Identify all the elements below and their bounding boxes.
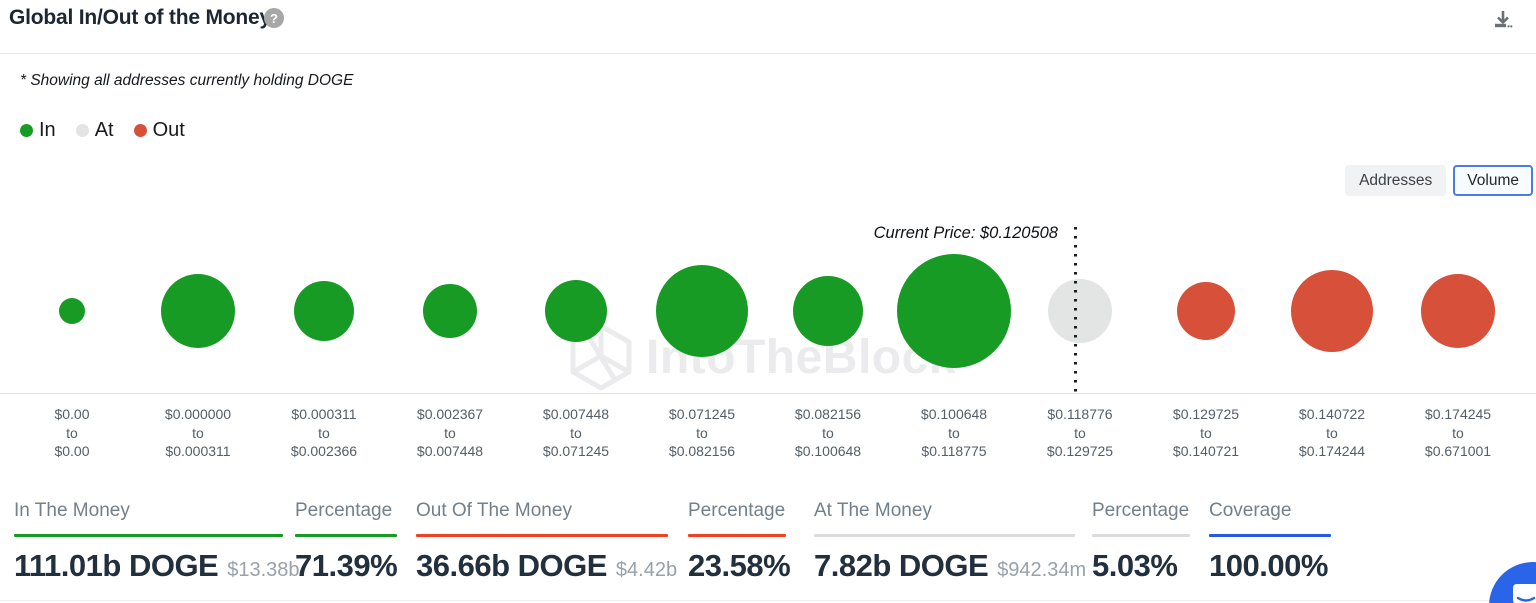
bubble-out-10[interactable] (1291, 270, 1373, 352)
bubble-in-3[interactable] (423, 284, 477, 338)
addresses-note: * Showing all addresses currently holdin… (20, 72, 354, 89)
stat-secondary-value: $942.34m (997, 559, 1087, 581)
stat-value: 71.39% (295, 548, 398, 583)
stat-label: Percentage (688, 500, 786, 521)
stat-label: In The Money (14, 500, 130, 521)
stat-value: 5.03% (1092, 548, 1178, 583)
x-axis-label: $0.007448 to $0.071245 (542, 406, 610, 459)
stat-percentage: Percentage 23.58% (688, 500, 791, 584)
stat-underline (1092, 534, 1190, 537)
stat-underline (416, 534, 668, 537)
download-button[interactable] (1490, 7, 1516, 33)
current-price-line (1074, 227, 1077, 393)
bubble-in-5[interactable] (656, 265, 748, 357)
x-axis-label: $0.071245 to $0.082156 (668, 406, 736, 459)
legend-item-out[interactable]: Out (133, 119, 185, 142)
stat-value: 111.01b DOGE (14, 548, 219, 583)
summary-stats: In The Money 111.01b DOGE $13.38b Percentag… (0, 500, 1536, 603)
stat-at-the-money: At The Money 7.82b DOGE $942.34m (814, 500, 1086, 584)
stat-secondary-value: $4.42b (615, 559, 678, 581)
stat-value: 7.82b DOGE (814, 548, 989, 583)
legend-dot-icon (133, 124, 147, 137)
stat-value: 36.66b DOGE (416, 548, 607, 583)
x-axis-label: $0.000000 to $0.000311 (164, 406, 232, 459)
stat-label: At The Money (814, 500, 932, 521)
stat-secondary-value: $13.38b (227, 559, 300, 581)
panel-header: Global In/Out of the Money ? (0, 0, 1536, 54)
addresses-volume-toggle: Addresses Volume (1345, 165, 1533, 196)
legend: In At Out (20, 119, 185, 142)
bubble-at-8[interactable] (1048, 279, 1112, 343)
stat-underline (14, 534, 283, 537)
x-axis-label: $0.118776 to $0.129725 (1046, 406, 1114, 459)
intotheblock-logo-icon (570, 323, 632, 391)
x-axis-label: $0.082156 to $0.100648 (794, 406, 862, 459)
bubble-in-0[interactable] (59, 298, 85, 324)
legend-dot-icon (20, 124, 33, 137)
stat-underline (688, 534, 786, 537)
stat-out-of-the-money: Out Of The Money 36.66b DOGE $4.42b (416, 500, 677, 584)
stat-underline (814, 534, 1075, 537)
x-axis-label: $0.00 to $0.00 (54, 406, 90, 459)
stat-value: 23.58% (688, 548, 791, 583)
legend-item-at[interactable]: At (75, 119, 114, 142)
stat-label: Percentage (295, 500, 393, 521)
legend-label: In (39, 119, 56, 141)
stat-underline (1209, 534, 1331, 537)
x-axis-label: $0.100648 to $0.118775 (920, 406, 988, 459)
in-out-money-bubble-chart: Current Price: $0.120508 IntoTheBlock $0… (0, 200, 1536, 465)
bubble-in-2[interactable] (294, 281, 354, 341)
legend-label: Out (152, 119, 185, 141)
stat-label: Coverage (1209, 500, 1292, 521)
x-axis-label: $0.129725 to $0.140721 (1172, 406, 1240, 459)
help-icon[interactable]: ? (264, 8, 284, 28)
x-axis-label: $0.140722 to $0.174244 (1298, 406, 1366, 459)
stat-in-the-money: In The Money 111.01b DOGE $13.38b (14, 500, 300, 584)
bubble-out-11[interactable] (1421, 274, 1495, 348)
bubble-in-4[interactable] (545, 280, 607, 342)
x-axis-line (0, 393, 1536, 394)
legend-dot-icon (75, 124, 89, 137)
bubble-in-7[interactable] (897, 254, 1011, 368)
toggle-addresses-button[interactable]: Addresses (1345, 165, 1447, 196)
watermark: IntoTheBlock (566, 322, 956, 392)
bubble-in-1[interactable] (161, 274, 235, 348)
stat-label: Out Of The Money (416, 500, 572, 521)
legend-item-in[interactable]: In (20, 119, 56, 142)
toggle-volume-button[interactable]: Volume (1453, 165, 1533, 196)
page-title: Global In/Out of the Money (9, 6, 271, 29)
x-axis-label: $0.002367 to $0.007448 (416, 406, 484, 459)
x-axis-label: $0.174245 to $0.671001 (1424, 406, 1492, 459)
stat-label: Percentage (1092, 500, 1190, 521)
bubble-in-6[interactable] (793, 276, 863, 346)
stat-value: 100.00% (1209, 548, 1328, 583)
bubble-out-9[interactable] (1177, 282, 1235, 340)
download-icon (1495, 11, 1513, 28)
bottom-divider (0, 600, 1536, 601)
stat-coverage: Coverage 100.00% (1209, 500, 1331, 584)
current-price-label: Current Price: $0.120508 (873, 224, 1058, 242)
x-axis-label: $0.000311 to $0.002366 (290, 406, 358, 459)
legend-label: At (94, 119, 114, 141)
chat-bubble-icon (1513, 584, 1536, 603)
stat-percentage: Percentage 5.03% (1092, 500, 1190, 584)
stat-percentage: Percentage 71.39% (295, 500, 398, 584)
stat-underline (295, 534, 397, 537)
